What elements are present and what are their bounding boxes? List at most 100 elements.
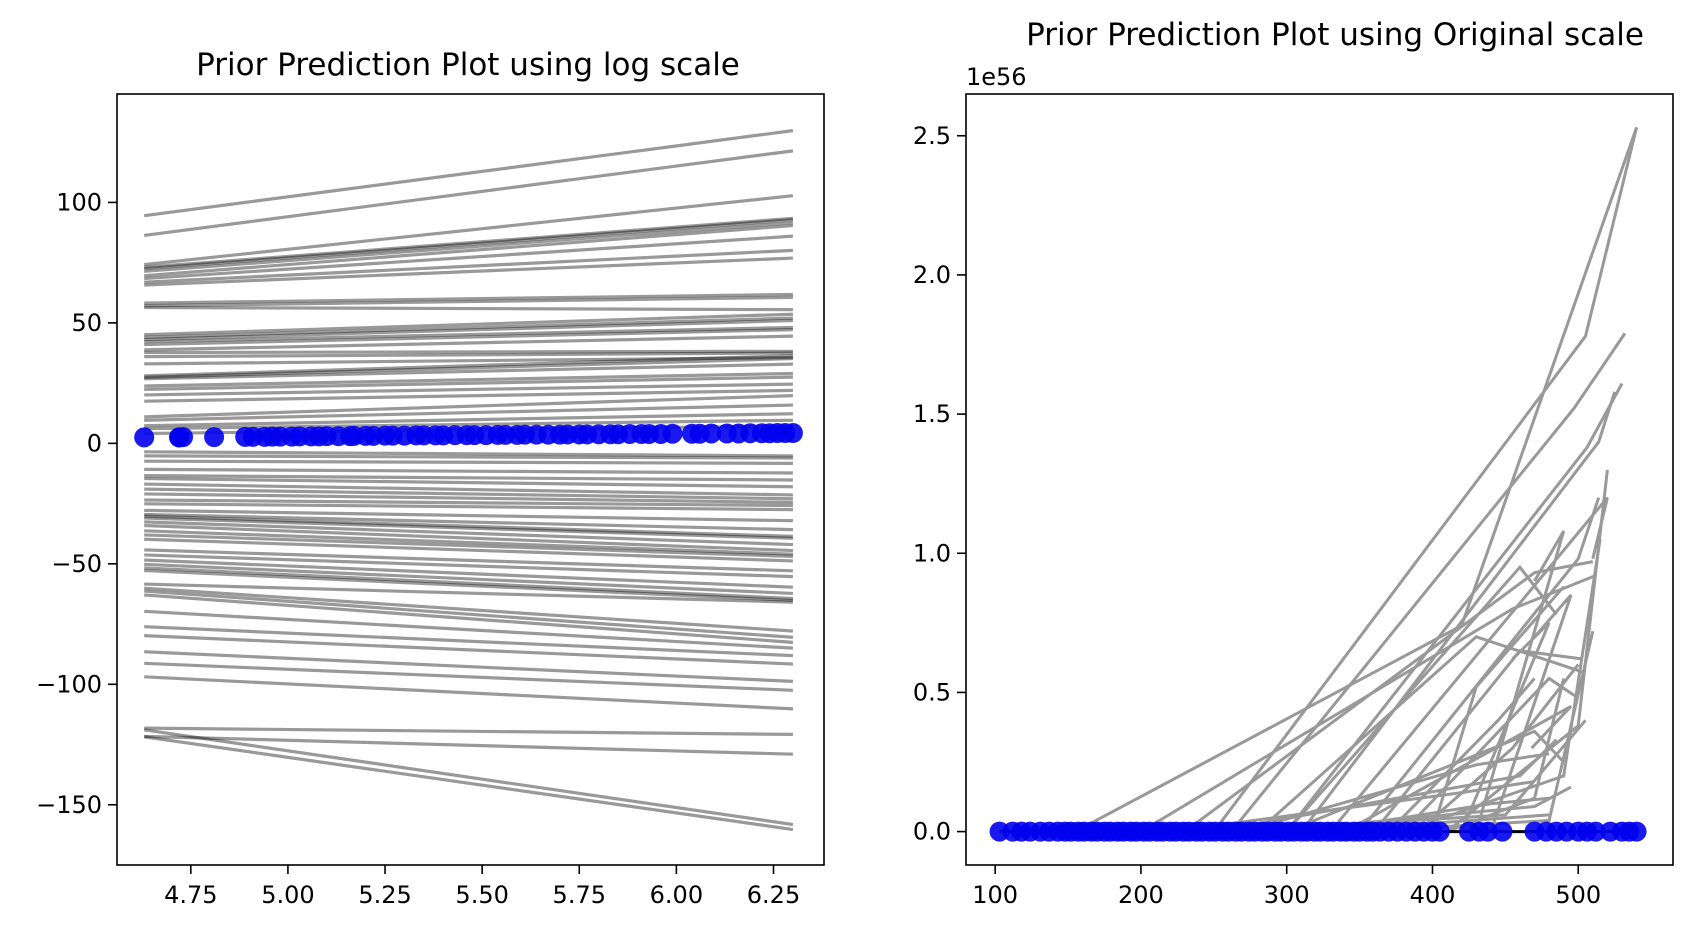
prior-line bbox=[144, 295, 793, 308]
prior-line bbox=[144, 487, 793, 501]
prior-line bbox=[144, 454, 793, 460]
prior-line bbox=[1344, 704, 1573, 833]
x-tick-label: 5.75 bbox=[553, 881, 606, 909]
chart-title-log-scale: Prior Prediction Plot using log scale bbox=[196, 47, 740, 83]
observed-point bbox=[1492, 821, 1513, 842]
prior-line bbox=[144, 609, 794, 650]
prior-line bbox=[144, 328, 793, 347]
x-tick-label: 5.00 bbox=[261, 881, 314, 909]
prior-line bbox=[144, 305, 793, 312]
prior-line bbox=[143, 149, 794, 238]
prior-line bbox=[144, 354, 793, 378]
prior-line bbox=[144, 234, 794, 281]
observed-point bbox=[782, 422, 803, 443]
x-axis-log-scale: 4.75 5.00 5.25 5.50 5.75 6.00 6.25 bbox=[164, 865, 800, 909]
prior-line bbox=[144, 514, 793, 538]
y-tick-label: −50 bbox=[51, 550, 102, 578]
observed-points-group bbox=[989, 821, 1647, 842]
prior-line bbox=[144, 593, 794, 644]
prior-lines-group bbox=[999, 126, 1639, 834]
prior-line bbox=[1140, 574, 1597, 833]
x-tick-label: 100 bbox=[972, 881, 1018, 909]
prior-line bbox=[144, 582, 793, 604]
y-tick-label: 1.5 bbox=[913, 400, 951, 428]
prior-line bbox=[144, 508, 793, 523]
prior-line bbox=[144, 562, 793, 596]
observed-point bbox=[134, 427, 155, 448]
prior-line bbox=[1402, 676, 1580, 833]
prior-line bbox=[144, 334, 793, 352]
x-tick-label: 5.50 bbox=[455, 881, 508, 909]
prior-line bbox=[1402, 539, 1602, 834]
y-tick-label: 0.5 bbox=[913, 678, 951, 706]
prior-line bbox=[144, 586, 794, 633]
observed-point bbox=[1429, 821, 1450, 842]
prior-line bbox=[144, 520, 793, 547]
prior-line bbox=[144, 459, 793, 465]
observed-point bbox=[1585, 821, 1606, 842]
prior-line bbox=[1212, 127, 1639, 833]
prior-line bbox=[144, 529, 793, 556]
prior-line bbox=[144, 516, 793, 540]
y-tick-label: 2.5 bbox=[913, 122, 951, 150]
prior-line bbox=[144, 318, 793, 342]
prior-line bbox=[144, 558, 793, 589]
prior-line bbox=[144, 523, 793, 553]
prior-line bbox=[144, 482, 793, 497]
x-tick-label: 4.75 bbox=[164, 881, 217, 909]
prior-line bbox=[144, 403, 793, 422]
y-tick-label: 0.0 bbox=[913, 818, 951, 846]
prior-line bbox=[144, 537, 793, 563]
x-tick-label: 300 bbox=[1264, 881, 1310, 909]
x-tick-label: 5.25 bbox=[358, 881, 411, 909]
prior-line bbox=[144, 412, 793, 428]
prior-line bbox=[144, 566, 793, 601]
prior-line bbox=[144, 312, 793, 337]
x-tick-label: 6.00 bbox=[650, 881, 703, 909]
observed-points-group bbox=[134, 422, 803, 448]
x-tick-label: 6.25 bbox=[747, 881, 800, 909]
prior-line bbox=[1183, 560, 1594, 833]
prior-line bbox=[144, 502, 793, 512]
prior-line bbox=[144, 256, 793, 287]
prior-line bbox=[144, 292, 793, 305]
y-axis-log-scale: −150 −100 −50 0 50 100 bbox=[36, 188, 117, 819]
subplot-log-scale: Prior Prediction Plot using log scale 4.… bbox=[36, 47, 825, 909]
observed-point bbox=[1626, 821, 1647, 842]
x-tick-label: 200 bbox=[1118, 881, 1164, 909]
y-tick-label: 100 bbox=[56, 188, 102, 216]
prior-line bbox=[1446, 678, 1566, 834]
prior-line bbox=[1242, 752, 1550, 834]
prior-line bbox=[144, 634, 793, 666]
prior-line bbox=[143, 728, 794, 827]
prior-line bbox=[144, 218, 794, 271]
prior-line bbox=[144, 316, 793, 339]
prior-line bbox=[144, 476, 793, 489]
prior-line bbox=[144, 371, 793, 388]
x-tick-label: 400 bbox=[1410, 881, 1456, 909]
prior-line bbox=[1474, 530, 1566, 833]
y-tick-label: 2.0 bbox=[913, 261, 951, 289]
prior-line bbox=[144, 216, 794, 269]
y-axis-original-scale: 0.0 0.5 1.0 1.5 2.0 2.5 bbox=[913, 122, 966, 846]
prior-line bbox=[144, 467, 793, 475]
prior-line bbox=[143, 735, 794, 832]
prior-line bbox=[144, 362, 793, 381]
prior-line bbox=[1329, 496, 1609, 833]
x-tick-label: 500 bbox=[1555, 881, 1601, 909]
prior-line bbox=[144, 512, 793, 532]
prior-line bbox=[144, 498, 793, 508]
prior-line bbox=[144, 355, 793, 366]
y-tick-label: 0 bbox=[87, 429, 102, 457]
prior-line bbox=[1431, 585, 1565, 833]
prior-line bbox=[144, 492, 793, 504]
observed-point bbox=[173, 427, 194, 448]
observed-point bbox=[701, 423, 722, 444]
prior-line bbox=[144, 223, 794, 278]
prior-lines-group bbox=[143, 129, 794, 832]
prior-line bbox=[144, 351, 793, 359]
y-offset-label: 1e56 bbox=[966, 63, 1027, 91]
prior-line bbox=[1286, 729, 1565, 833]
plot-frame-original-scale bbox=[965, 93, 1674, 866]
observed-point bbox=[204, 427, 225, 448]
